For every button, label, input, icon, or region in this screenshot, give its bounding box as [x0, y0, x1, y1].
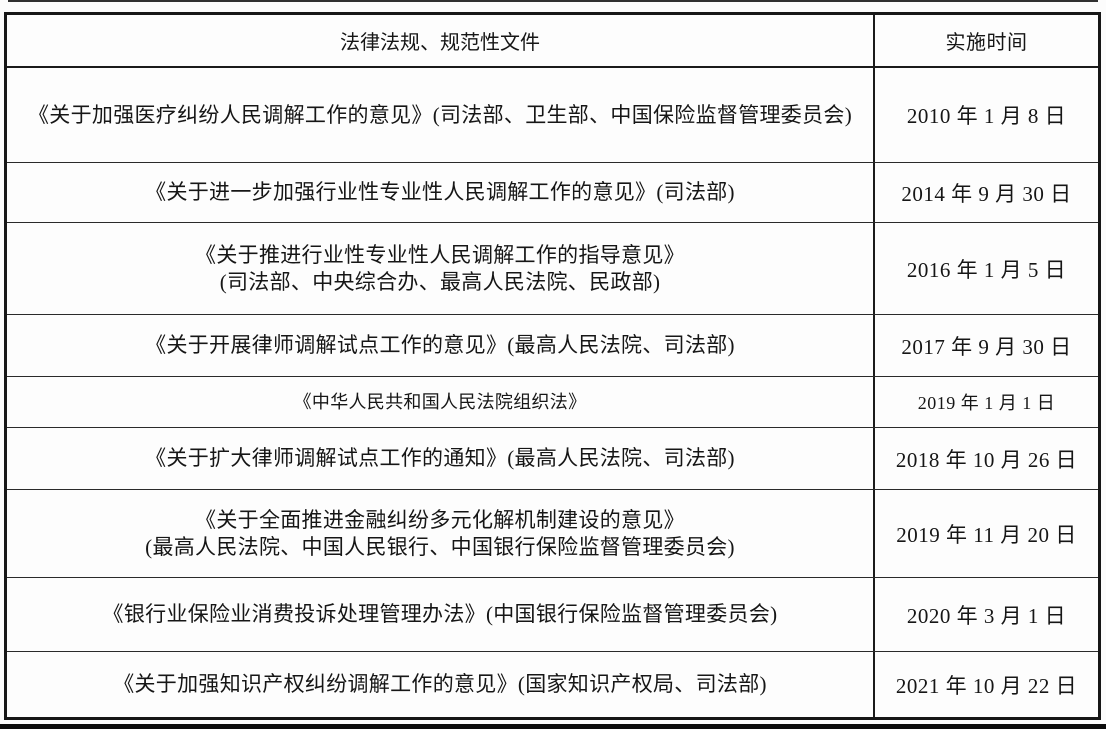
table-row: 《银行业保险业消费投诉处理管理办法》(中国银行保险监督管理委员会) 2020 年 …	[7, 578, 1098, 652]
implementation-date-cell: 2018 年 10 月 26 日	[895, 447, 1078, 472]
table-header-row: 法律法规、规范性文件 实施时间	[7, 15, 1098, 68]
document-title-cell: 《关于进一步加强行业性专业性人民调解工作的意见》(司法部)	[7, 163, 875, 222]
document-title-line: 《关于扩大律师调解试点工作的通知》(最高人民法院、司法部)	[145, 446, 735, 471]
implementation-date-cell: 2019 年 1 月 1 日	[917, 393, 1056, 413]
table-body: 《关于加强医疗纠纷人民调解工作的意见》(司法部、卫生部、中国保险监督管理委员会)…	[7, 68, 1098, 717]
document-title-line: 《关于加强知识产权纠纷调解工作的意见》(国家知识产权局、司法部)	[113, 672, 767, 697]
document-title-line: (最高人民法院、中国人民银行、中国银行保险监督管理委员会)	[145, 534, 735, 559]
implementation-date-cell: 2010 年 1 月 8 日	[906, 104, 1067, 128]
document-title-line: 《银行业保险业消费投诉处理管理办法》(中国银行保险监督管理委员会)	[102, 602, 778, 627]
document-title-line: 《中华人民共和国人民法院组织法》	[293, 391, 587, 412]
table-row: 《关于开展律师调解试点工作的意见》(最高人民法院、司法部) 2017 年 9 月 …	[7, 315, 1098, 377]
document-title-line: 《关于全面推进金融纠纷多元化解机制建设的意见》	[195, 508, 685, 533]
document-title-cell: 《关于加强医疗纠纷人民调解工作的意见》(司法部、卫生部、中国保险监督管理委员会)	[7, 68, 875, 162]
document-title-cell: 《关于加强知识产权纠纷调解工作的意见》(国家知识产权局、司法部)	[7, 652, 875, 717]
implementation-date-cell: 2016 年 1 月 5 日	[906, 257, 1067, 282]
document-title-cell: 《中华人民共和国人民法院组织法》	[7, 377, 875, 427]
table-row: 《关于进一步加强行业性专业性人民调解工作的意见》(司法部) 2014 年 9 月 …	[7, 163, 1098, 223]
implementation-date-cell: 2017 年 9 月 30 日	[901, 334, 1072, 359]
documents-column-header: 法律法规、规范性文件	[7, 15, 875, 66]
document-title-cell: 《关于开展律师调解试点工作的意见》(最高人民法院、司法部)	[7, 315, 875, 376]
implementation-date-cell: 2019 年 11 月 20 日	[896, 522, 1077, 547]
table-row: 《关于加强知识产权纠纷调解工作的意见》(国家知识产权局、司法部) 2021 年 1…	[7, 652, 1098, 717]
scan-artifact-bottom-edge	[0, 724, 1106, 729]
implementation-date-cell: 2021 年 10 月 22 日	[895, 673, 1078, 698]
document-title-cell: 《关于扩大律师调解试点工作的通知》(最高人民法院、司法部)	[7, 428, 875, 489]
table-row: 《关于推进行业性专业性人民调解工作的指导意见》 (司法部、中央综合办、最高人民法院…	[7, 223, 1098, 315]
implementation-date-column-header: 实施时间	[945, 32, 1028, 54]
regulations-table: 法律法规、规范性文件 实施时间 《关于加强医疗纠纷人民调解工作的意见》(司法部、…	[4, 12, 1101, 720]
document-title-cell: 《关于推进行业性专业性人民调解工作的指导意见》 (司法部、中央综合办、最高人民法院…	[7, 223, 875, 314]
table-row: 《关于加强医疗纠纷人民调解工作的意见》(司法部、卫生部、中国保险监督管理委员会)…	[7, 68, 1098, 163]
table-row: 《关于全面推进金融纠纷多元化解机制建设的意见》 (最高人民法院、中国人民银行、中国…	[7, 490, 1098, 578]
document-title-line: (司法部、中央综合办、最高人民法院、民政部)	[219, 269, 661, 294]
implementation-date-cell: 2014 年 9 月 30 日	[901, 181, 1072, 206]
implementation-date-cell: 2020 年 3 月 1 日	[906, 603, 1067, 628]
document-title-cell: 《银行业保险业消费投诉处理管理办法》(中国银行保险监督管理委员会)	[7, 578, 875, 651]
scan-artifact-top-edge	[8, 0, 1098, 2]
document-title-line: 《关于推进行业性专业性人民调解工作的指导意见》	[195, 243, 685, 268]
document-title-line: 《关于开展律师调解试点工作的意见》(最高人民法院、司法部)	[145, 333, 735, 358]
document-title-line: 《关于加强医疗纠纷人民调解工作的意见》(司法部、卫生部、中国保险监督管理委员会)	[28, 102, 852, 127]
document-title-line: 《关于进一步加强行业性专业性人民调解工作的意见》(司法部)	[145, 180, 735, 205]
document-title-cell: 《关于全面推进金融纠纷多元化解机制建设的意见》 (最高人民法院、中国人民银行、中国…	[7, 490, 875, 577]
table-row: 《关于扩大律师调解试点工作的通知》(最高人民法院、司法部) 2018 年 10 月…	[7, 428, 1098, 490]
table-row: 《中华人民共和国人民法院组织法》 2019 年 1 月 1 日	[7, 377, 1098, 428]
